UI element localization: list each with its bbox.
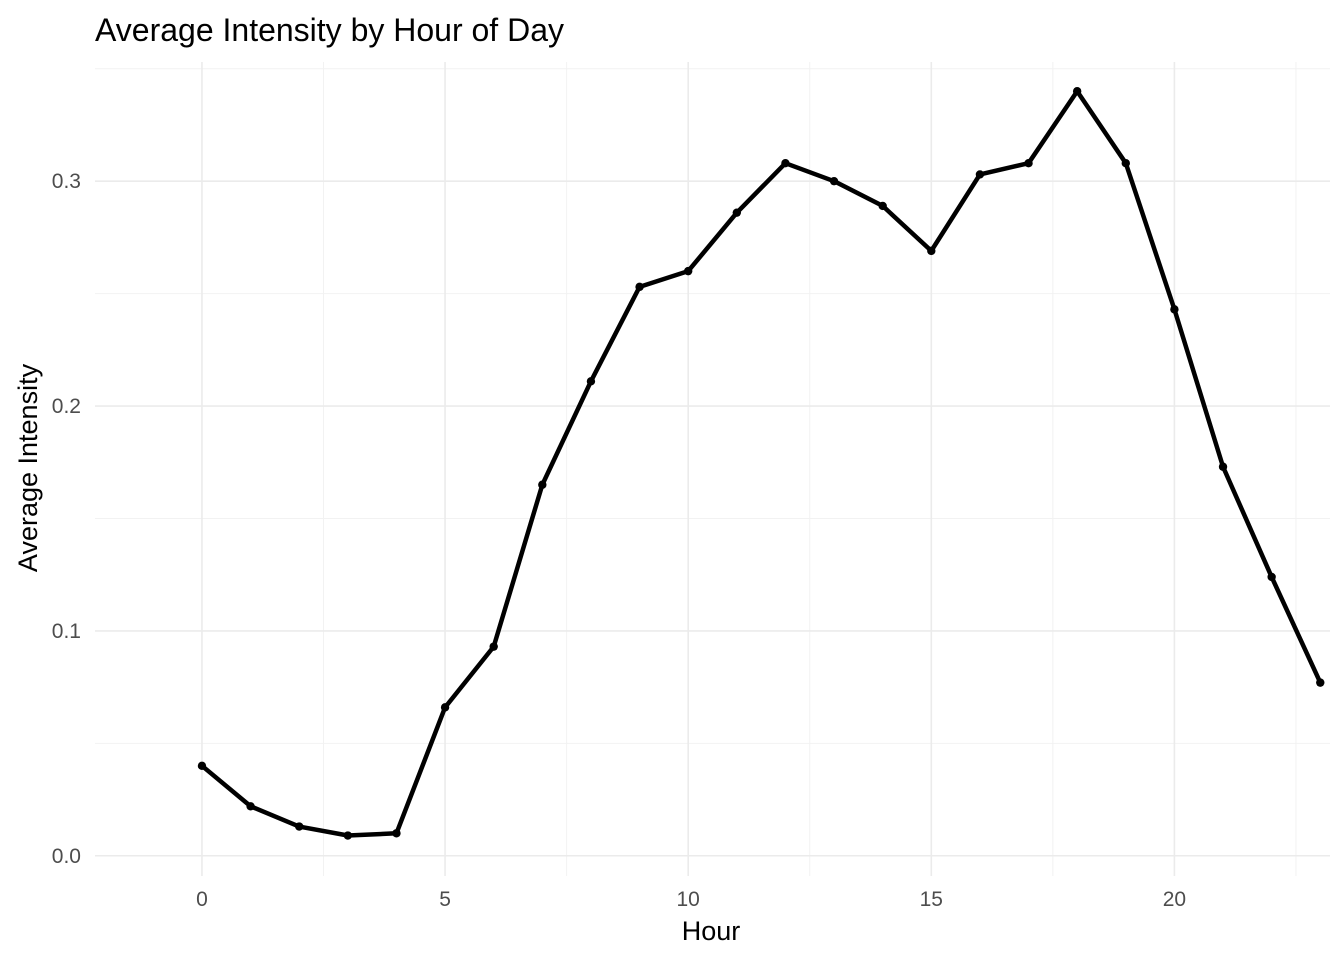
data-point — [635, 282, 644, 292]
x-tick-label: 20 — [1163, 888, 1186, 911]
data-point — [343, 831, 353, 840]
x-axis-title: Hour — [682, 916, 741, 946]
y-tick-label: 0.3 — [52, 170, 81, 193]
y-axis-ticks: 0.0 0.1 0.2 0.3 — [52, 170, 81, 868]
chart-title: Average Intensity by Hour of Day — [95, 12, 564, 48]
data-point — [1170, 305, 1179, 314]
data-point — [1072, 87, 1082, 96]
data-point — [927, 246, 936, 256]
data-point — [878, 201, 887, 211]
data-point — [246, 802, 255, 811]
data-point — [1316, 678, 1325, 687]
data-point — [1024, 158, 1033, 168]
data-point — [295, 822, 304, 831]
data-point — [683, 266, 693, 276]
data-point — [392, 829, 401, 838]
data-point — [829, 176, 839, 186]
y-tick-label: 0.0 — [52, 845, 81, 868]
data-point — [489, 642, 498, 651]
data-point — [440, 703, 450, 712]
y-tick-label: 0.1 — [52, 620, 81, 643]
data-point — [1121, 158, 1130, 168]
grid — [95, 62, 1330, 876]
y-axis-title: Average Intensity — [13, 363, 43, 572]
data-point — [586, 377, 596, 386]
series-line — [199, 88, 1323, 838]
data-point — [975, 170, 985, 179]
data-point — [538, 480, 547, 489]
y-tick-label: 0.2 — [52, 395, 81, 418]
data-point — [1218, 462, 1228, 471]
x-tick-label: 5 — [439, 888, 451, 911]
data-point — [732, 208, 742, 217]
x-tick-label: 15 — [920, 888, 943, 911]
data-point — [781, 158, 790, 168]
x-axis-ticks: 0 5 10 15 20 — [196, 888, 1186, 911]
x-tick-label: 0 — [196, 888, 208, 911]
data-point — [197, 761, 207, 771]
data-point — [1267, 572, 1276, 582]
series — [197, 87, 1325, 840]
x-tick-label: 10 — [677, 888, 700, 911]
